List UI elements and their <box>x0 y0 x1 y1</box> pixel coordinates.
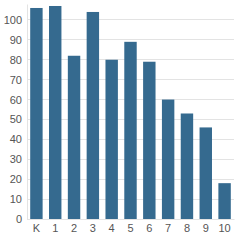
x-axis-line <box>28 219 235 220</box>
bar <box>162 100 174 219</box>
x-tick: 2 <box>71 219 77 234</box>
x-tick: 1 <box>52 219 58 234</box>
bar <box>105 60 117 219</box>
bar <box>181 113 193 219</box>
x-tick: 10 <box>218 219 230 234</box>
chart: 0 10 20 30 40 50 60 70 80 90 100 K1 2 3 45 6 7 8 9 10 <box>0 0 240 239</box>
y-tick-label: 60 <box>10 94 22 106</box>
bars <box>30 6 231 219</box>
y-tick: 30 <box>10 153 27 165</box>
y-axis: 0 10 20 30 40 50 60 70 80 90 100 <box>4 5 28 226</box>
bar <box>143 62 155 219</box>
x-tick-label: 4 <box>109 222 115 234</box>
y-tick-label: 0 <box>16 213 22 225</box>
y-tick: 0 <box>16 213 27 225</box>
bar <box>218 183 230 219</box>
bar <box>49 6 61 219</box>
bar <box>30 8 42 219</box>
y-tick: 60 <box>10 94 27 106</box>
y-tick-label: 40 <box>10 133 22 145</box>
y-tick: 100 <box>4 14 27 26</box>
x-tick-label: 6 <box>146 222 152 234</box>
x-tick-label: 3 <box>90 222 96 234</box>
x-tick-label: 9 <box>203 222 209 234</box>
y-tick: 50 <box>10 113 27 125</box>
bar <box>87 12 99 219</box>
x-tick: K <box>33 219 41 234</box>
y-tick-label: 90 <box>10 34 22 46</box>
y-tick: 80 <box>10 54 27 66</box>
bar <box>200 127 212 219</box>
y-tick: 20 <box>10 173 27 185</box>
y-tick-label: 70 <box>10 74 22 86</box>
bar <box>124 42 136 219</box>
y-tick-label: 20 <box>10 173 22 185</box>
x-tick-label: 10 <box>218 222 230 234</box>
x-tick: 5 <box>127 219 133 234</box>
x-tick: 9 <box>203 219 209 234</box>
x-tick-label: 7 <box>165 222 171 234</box>
y-tick-label: 100 <box>4 14 22 26</box>
x-tick-label: 5 <box>127 222 133 234</box>
plot: 0 10 20 30 40 50 60 70 80 90 100 K1 2 3 45 6 7 8 9 10 <box>4 5 235 234</box>
y-tick: 70 <box>10 74 27 86</box>
x-tick-label: 2 <box>71 222 77 234</box>
y-tick-label: 30 <box>10 153 22 165</box>
x-tick-label: 8 <box>184 222 190 234</box>
y-tick-label: 50 <box>10 113 22 125</box>
bar <box>68 56 80 219</box>
y-tick: 10 <box>10 193 27 205</box>
x-tick: 6 <box>146 219 152 234</box>
x-tick: 4 <box>109 219 115 234</box>
x-tick: 3 <box>90 219 96 234</box>
y-tick: 90 <box>10 34 27 46</box>
x-tick: 8 <box>184 219 190 234</box>
x-axis: K1 2 3 45 6 7 8 9 10 <box>28 219 235 234</box>
y-tick-label: 80 <box>10 54 22 66</box>
x-tick-label: K <box>33 222 41 234</box>
y-tick-label: 10 <box>10 193 22 205</box>
y-tick: 40 <box>10 133 27 145</box>
x-tick-label: 1 <box>52 222 58 234</box>
x-tick: 7 <box>165 219 171 234</box>
y-axis-line <box>27 5 28 220</box>
